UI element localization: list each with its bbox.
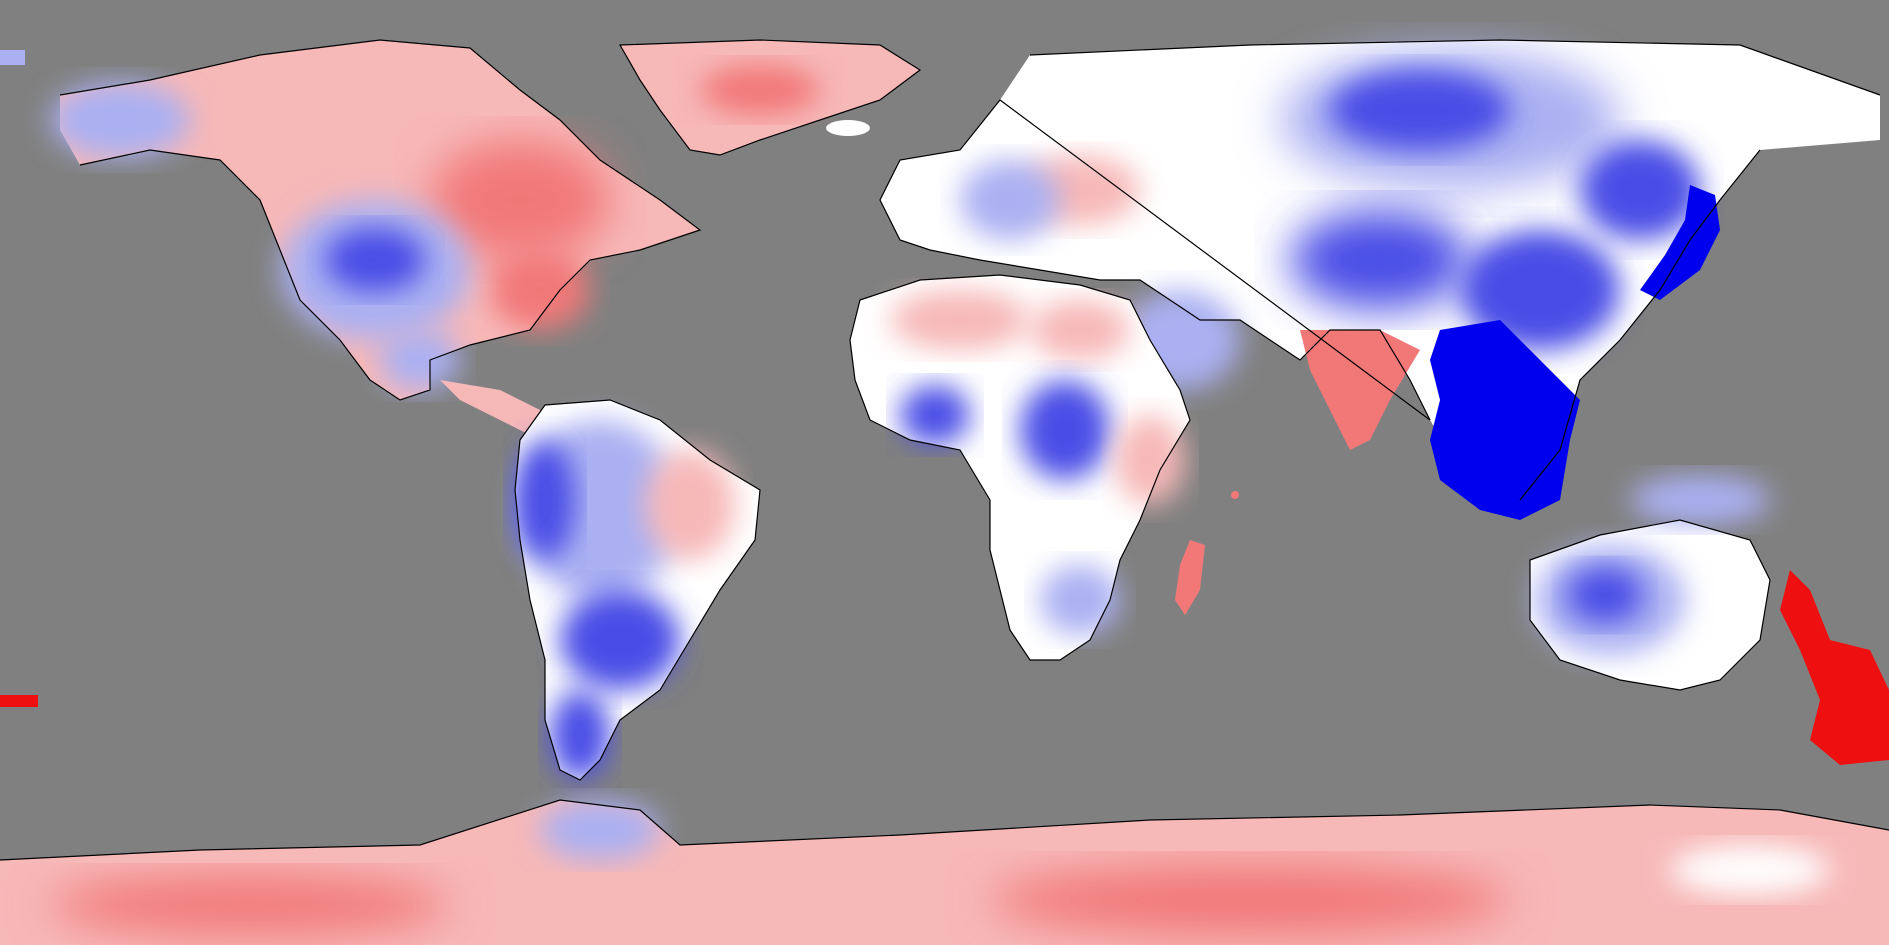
east-siberia-cool bbox=[1580, 140, 1700, 240]
southern-cone-cool bbox=[560, 590, 680, 690]
sahara-warm bbox=[890, 290, 1030, 350]
madagascar-warm bbox=[1175, 540, 1205, 615]
southeast-asia-strong-cool bbox=[1430, 320, 1580, 520]
alaska-cool-patch bbox=[50, 82, 190, 158]
andes-cool-core bbox=[515, 440, 575, 560]
north-america-coastline bbox=[59, 39, 702, 401]
new-guinea-cool bbox=[1630, 475, 1770, 525]
island-warm-dot bbox=[1231, 491, 1239, 499]
patagonia-cool bbox=[550, 690, 610, 780]
antarctica-region bbox=[0, 800, 1889, 945]
east-antarctica-warm bbox=[990, 865, 1510, 935]
africa-landmass bbox=[850, 275, 1190, 660]
south-america-region bbox=[515, 400, 760, 780]
western-europe-cool bbox=[960, 160, 1060, 240]
central-asia-cool bbox=[1290, 210, 1470, 310]
north-america-region bbox=[50, 40, 700, 440]
west-africa-cool bbox=[900, 385, 970, 445]
central-africa-cool bbox=[1020, 380, 1110, 480]
west-antarctica-warm bbox=[50, 875, 450, 935]
brazil-warm-patch bbox=[645, 450, 735, 560]
eurasia-coastline bbox=[879, 39, 1881, 501]
southern-africa-cool bbox=[1040, 565, 1120, 635]
japan-strong-cool bbox=[1640, 185, 1720, 300]
australia-cool-core bbox=[1567, 567, 1643, 623]
northwest-edge-cool-patch bbox=[0, 50, 25, 65]
coastlines bbox=[0, 39, 1889, 861]
africa-region bbox=[850, 275, 1205, 660]
southwest-edge-warm-patch bbox=[0, 695, 38, 707]
eurasia-region bbox=[880, 40, 1880, 520]
mexico-cool-patch bbox=[380, 330, 460, 390]
oceania-region bbox=[1530, 475, 1889, 765]
antarctica-coastline bbox=[0, 799, 1889, 861]
east-africa-warm bbox=[1115, 415, 1185, 505]
new-zealand-strong-warm bbox=[1780, 570, 1889, 765]
greenland-coastline bbox=[618, 39, 922, 156]
south-america-coastline bbox=[514, 399, 761, 781]
canada-warm-patch bbox=[430, 140, 610, 260]
iceland-landmass bbox=[826, 120, 870, 136]
greenland-warm-core bbox=[700, 65, 820, 115]
east-us-warm-patch bbox=[490, 250, 590, 330]
india-warm bbox=[1300, 330, 1420, 450]
siberia-cool-core bbox=[1330, 70, 1510, 150]
greenland-region bbox=[620, 40, 920, 155]
ross-region-neutral bbox=[1670, 845, 1830, 895]
africa-coastline bbox=[849, 274, 1191, 661]
west-us-cool-core bbox=[325, 228, 425, 292]
east-sahara-warm bbox=[1030, 300, 1130, 360]
australia-coastline bbox=[1529, 519, 1771, 691]
antarctic-peninsula-cool bbox=[540, 800, 660, 860]
